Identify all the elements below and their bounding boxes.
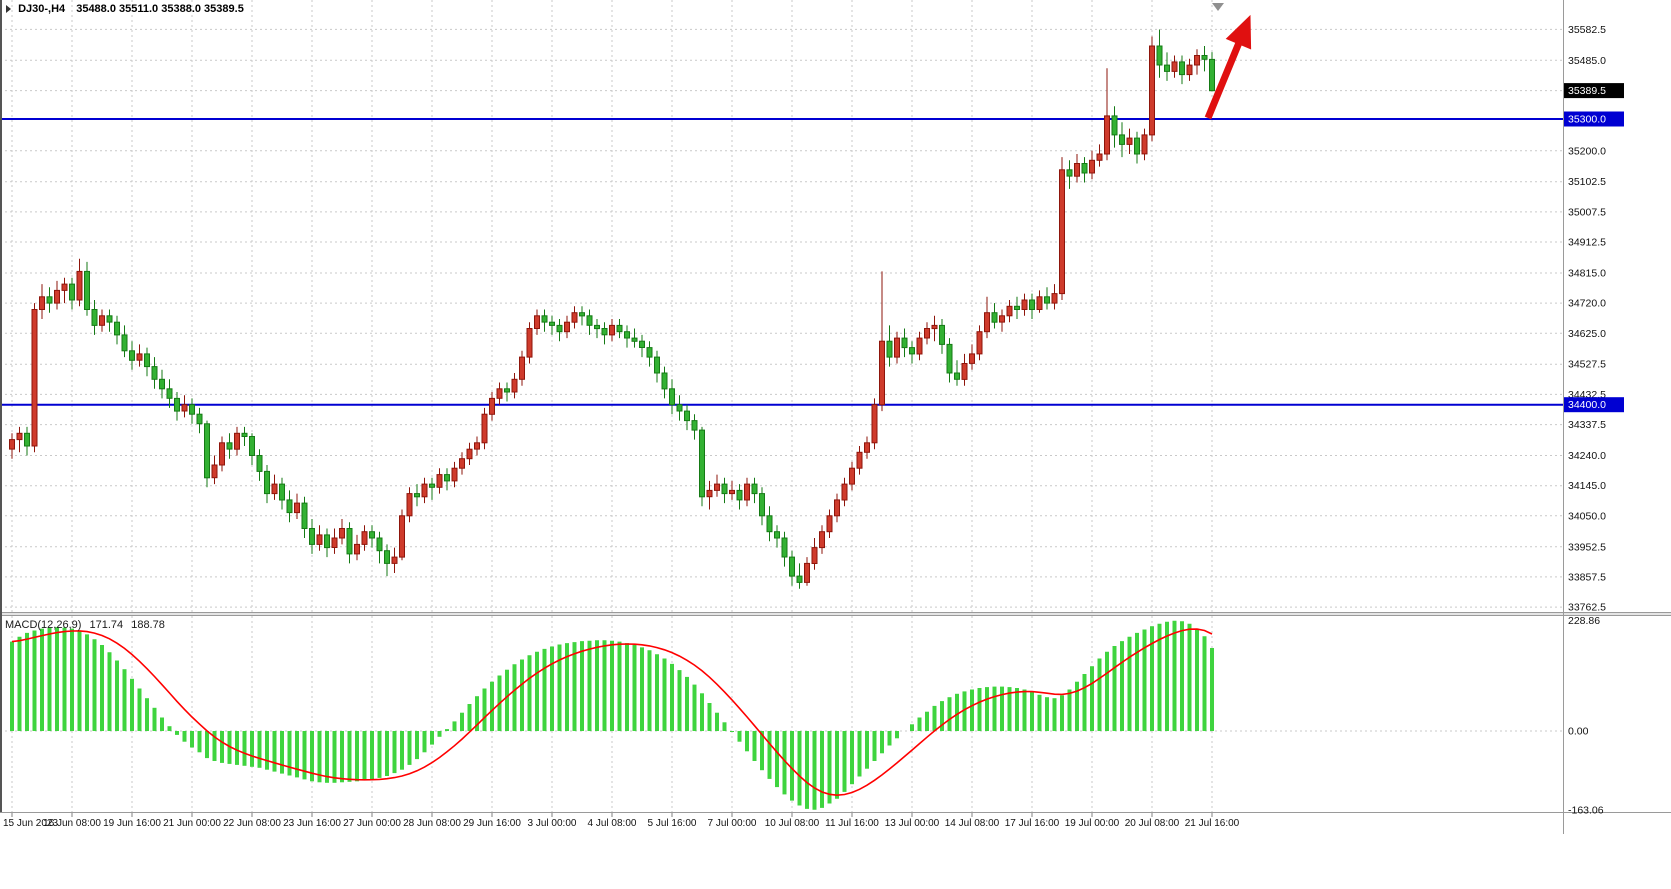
trend-arrow[interactable] [1204, 14, 1252, 120]
svg-text:35389.5: 35389.5 [1568, 85, 1606, 97]
svg-text:16 Jun 08:00: 16 Jun 08:00 [43, 818, 101, 829]
svg-text:34815.0: 34815.0 [1568, 268, 1606, 280]
candlestick-series [9, 29, 1215, 589]
svg-text:5 Jul 16:00: 5 Jul 16:00 [648, 818, 697, 829]
svg-text:34337.5: 34337.5 [1568, 419, 1606, 431]
hline-price-tag: 34400.0 [1564, 397, 1624, 413]
svg-text:35485.0: 35485.0 [1568, 55, 1606, 67]
svg-text:35582.5: 35582.5 [1568, 24, 1606, 36]
macd-signal-line [11, 628, 1213, 797]
svg-text:21 Jun 00:00: 21 Jun 00:00 [163, 818, 221, 829]
macd-indicator-label: MACD(12,26,9) 171.74 188.78 [5, 619, 170, 631]
svg-text:20 Jul 08:00: 20 Jul 08:00 [1125, 818, 1180, 829]
svg-text:29 Jun 16:00: 29 Jun 16:00 [463, 818, 521, 829]
svg-text:13 Jul 00:00: 13 Jul 00:00 [885, 818, 940, 829]
svg-text:33952.5: 33952.5 [1568, 541, 1606, 553]
macd-histogram [10, 620, 1214, 810]
shift-marker-icon[interactable] [1212, 3, 1224, 11]
svg-text:33762.5: 33762.5 [1568, 602, 1606, 614]
svg-text:34625.0: 34625.0 [1568, 328, 1606, 340]
svg-text:23 Jun 16:00: 23 Jun 16:00 [283, 818, 341, 829]
svg-text:34720.0: 34720.0 [1568, 298, 1606, 310]
grid-layer [0, 0, 1563, 812]
svg-text:17 Jul 16:00: 17 Jul 16:00 [1005, 818, 1060, 829]
hline-price-tag: 35300.0 [1564, 111, 1624, 127]
ohlc-readout: 35488.0 35511.0 35388.0 35389.5 [76, 3, 244, 15]
svg-text:14 Jul 08:00: 14 Jul 08:00 [945, 818, 1000, 829]
symbol-timeframe: DJ30-,H4 [18, 3, 66, 15]
macd-main-value: 171.74 [89, 619, 124, 631]
svg-text:19 Jul 00:00: 19 Jul 00:00 [1065, 818, 1120, 829]
svg-text:35200.0: 35200.0 [1568, 145, 1606, 157]
svg-text:7 Jul 00:00: 7 Jul 00:00 [708, 818, 757, 829]
svg-text:35102.5: 35102.5 [1568, 176, 1606, 188]
svg-text:27 Jun 00:00: 27 Jun 00:00 [343, 818, 401, 829]
svg-text:34240.0: 34240.0 [1568, 450, 1606, 462]
svg-text:4 Jul 08:00: 4 Jul 08:00 [588, 818, 637, 829]
svg-text:34912.5: 34912.5 [1568, 237, 1606, 249]
current-price-tag: 35389.5 [1564, 83, 1624, 99]
macd-signal-value: 188.78 [131, 619, 165, 631]
svg-text:228.86: 228.86 [1568, 615, 1600, 627]
svg-text:21 Jul 16:00: 21 Jul 16:00 [1185, 818, 1240, 829]
svg-text:11 Jul 16:00: 11 Jul 16:00 [825, 818, 879, 829]
svg-text:28 Jun 08:00: 28 Jun 08:00 [403, 818, 461, 829]
svg-text:34050.0: 34050.0 [1568, 510, 1606, 522]
symbol-icon [6, 5, 11, 14]
svg-text:-163.06: -163.06 [1568, 804, 1604, 816]
svg-text:33857.5: 33857.5 [1568, 571, 1606, 583]
svg-text:35300.0: 35300.0 [1568, 114, 1606, 126]
svg-text:35007.5: 35007.5 [1568, 206, 1606, 218]
svg-text:10 Jul 08:00: 10 Jul 08:00 [765, 818, 820, 829]
panel-separator[interactable] [0, 612, 1671, 616]
svg-text:15 Jun 2023: 15 Jun 2023 [3, 818, 58, 829]
svg-text:34145.0: 34145.0 [1568, 480, 1606, 492]
svg-text:22 Jun 08:00: 22 Jun 08:00 [223, 818, 281, 829]
svg-text:19 Jun 16:00: 19 Jun 16:00 [103, 818, 161, 829]
svg-text:34400.0: 34400.0 [1568, 399, 1606, 411]
chart-title: DJ30-,H4 35488.0 35511.0 35388.0 35389.5 [6, 3, 244, 15]
macd-name: MACD(12,26,9) [5, 619, 82, 631]
svg-text:34527.5: 34527.5 [1568, 359, 1606, 371]
svg-text:3 Jul 00:00: 3 Jul 00:00 [528, 818, 577, 829]
svg-text:0.00: 0.00 [1568, 726, 1589, 738]
